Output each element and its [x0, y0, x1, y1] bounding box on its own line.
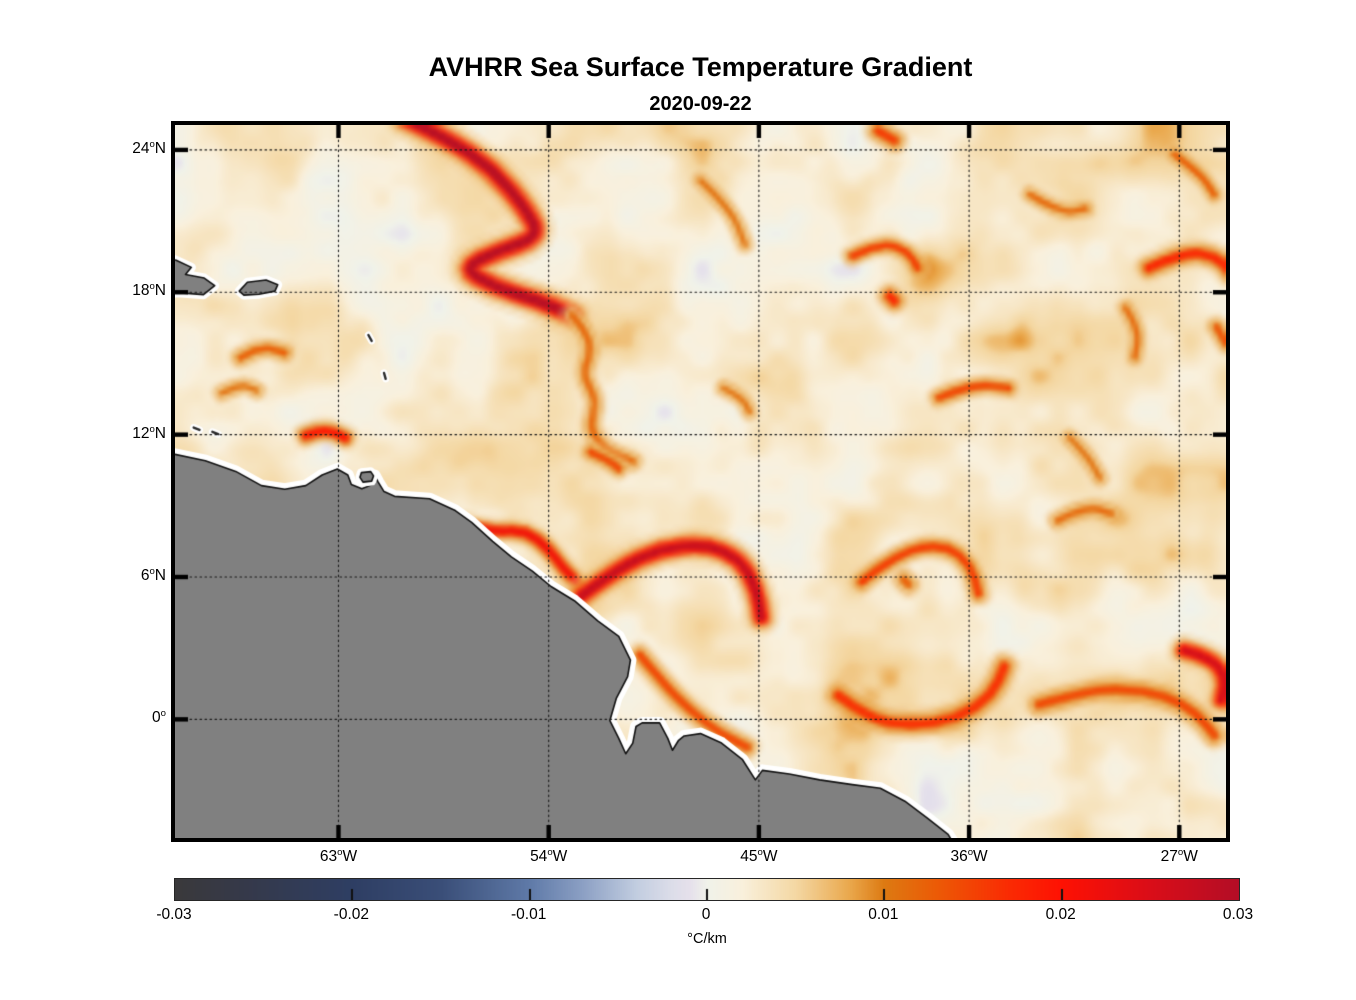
y-tick-label: 12oN — [132, 423, 166, 442]
chart-subtitle: 2020-09-22 — [649, 93, 752, 115]
colorbar-tick-label: 0.03 — [1222, 906, 1254, 923]
map-plot-area — [171, 121, 1230, 842]
colorbar-tick-label: 0 — [701, 906, 711, 923]
x-tick-label: 36oW — [950, 847, 988, 866]
colorbar-tick-label: -0.03 — [156, 906, 192, 923]
x-tick-label: 54oW — [530, 847, 568, 866]
colorbar-tick-label: -0.02 — [333, 906, 369, 923]
y-tick-label: 24oN — [132, 138, 166, 158]
sst-gradient-map-canvas — [175, 125, 1226, 838]
colorbar-gradient-canvas — [175, 879, 1239, 900]
y-tick-label: 6oN — [140, 566, 166, 585]
x-tick-label: 27oW — [1160, 847, 1198, 866]
y-tick-label: 0o — [152, 708, 166, 727]
x-tick-label: 45oW — [740, 847, 778, 866]
chart-title: AVHRR Sea Surface Temperature Gradient — [428, 52, 973, 82]
y-tick-label: 18oN — [132, 281, 166, 300]
colorbar-tick-label: 0.02 — [1045, 906, 1076, 923]
x-tick-label: 63oW — [319, 847, 358, 866]
colorbar-tick-label: -0.01 — [510, 906, 547, 923]
colorbar-tick-label: 0.01 — [868, 906, 899, 923]
colorbar — [174, 878, 1240, 901]
colorbar-unit-label: °C/km — [687, 931, 727, 947]
